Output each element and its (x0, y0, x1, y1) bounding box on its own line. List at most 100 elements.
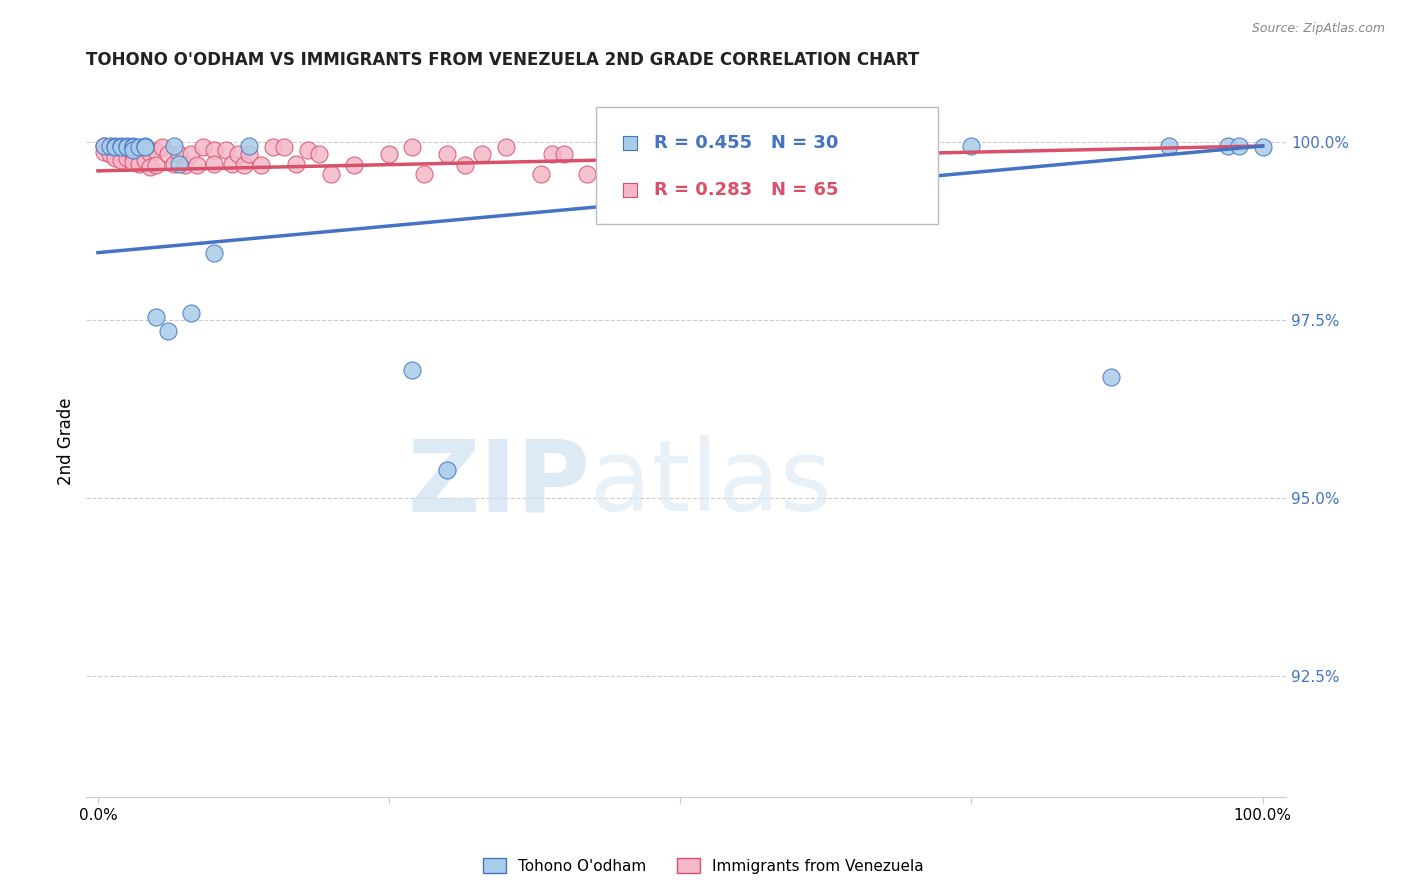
Point (202, 245, 225, 260)
Point (232, 158, 254, 172)
Point (110, 146, 132, 161)
Point (145, 310, 167, 324)
Point (93, 145, 115, 159)
Point (174, 158, 197, 172)
Point (191, 140, 214, 154)
Point (250, 158, 273, 172)
Point (202, 157, 225, 171)
Point (104, 139, 127, 153)
Point (879, 147, 901, 161)
Point (529, 167, 551, 181)
Point (436, 462, 458, 476)
Point (238, 147, 260, 161)
Point (93, 139, 115, 153)
Point (110, 153, 132, 168)
Point (1216, 139, 1239, 153)
Point (221, 157, 243, 171)
Point (844, 140, 866, 154)
Point (319, 167, 342, 181)
Text: TOHONO O'ODHAM VS IMMIGRANTS FROM VENEZUELA 2ND GRADE CORRELATION CHART: TOHONO O'ODHAM VS IMMIGRANTS FROM VENEZU… (86, 51, 920, 69)
Point (110, 140, 132, 154)
Point (134, 140, 156, 154)
Point (122, 143, 145, 157)
Point (553, 147, 575, 161)
Point (104, 140, 127, 154)
Point (169, 157, 191, 171)
Text: Source: ZipAtlas.com: Source: ZipAtlas.com (1251, 22, 1385, 36)
Point (98, 140, 121, 154)
Point (727, 140, 749, 154)
Point (1099, 370, 1122, 384)
Text: R = 0.455   N = 30: R = 0.455 N = 30 (654, 134, 838, 153)
Point (115, 140, 138, 154)
Point (169, 147, 191, 161)
Point (401, 363, 423, 377)
Point (134, 139, 156, 153)
Point (541, 147, 564, 161)
Point (401, 140, 423, 154)
FancyBboxPatch shape (596, 107, 938, 224)
Point (495, 140, 517, 154)
Point (139, 146, 162, 161)
Point (128, 140, 150, 154)
Point (238, 139, 260, 153)
Point (122, 147, 145, 161)
Point (308, 147, 330, 161)
Point (436, 147, 458, 161)
Text: atlas: atlas (591, 435, 832, 533)
Point (98, 147, 121, 161)
Point (150, 140, 173, 154)
Point (128, 157, 150, 171)
Point (903, 140, 925, 154)
Point (180, 306, 202, 320)
Y-axis label: 2nd Grade: 2nd Grade (58, 397, 75, 485)
Point (273, 140, 295, 154)
Point (110, 139, 132, 153)
Point (413, 167, 436, 181)
Point (1227, 139, 1250, 153)
Point (163, 157, 186, 171)
Point (145, 144, 167, 158)
Point (599, 147, 621, 161)
Point (134, 153, 156, 168)
Point (202, 143, 225, 157)
Text: R = 0.283   N = 65: R = 0.283 N = 65 (654, 181, 838, 199)
Point (122, 140, 145, 154)
Point (297, 143, 319, 157)
Point (115, 151, 138, 165)
Point (122, 154, 145, 169)
Point (139, 161, 162, 175)
Point (145, 158, 167, 172)
Point (104, 151, 127, 165)
Point (262, 140, 284, 154)
Point (122, 140, 145, 154)
Point (122, 139, 145, 153)
Point (284, 157, 307, 171)
Point (186, 158, 208, 172)
Point (1251, 140, 1274, 154)
Point (128, 144, 150, 158)
Point (163, 139, 186, 153)
Point (343, 158, 366, 172)
Point (110, 140, 132, 154)
Point (156, 147, 179, 161)
Point (226, 147, 249, 161)
Point (454, 158, 477, 172)
Text: ZIP: ZIP (408, 435, 591, 533)
Point (134, 143, 156, 157)
Point (115, 143, 138, 157)
Point (93, 139, 115, 153)
Point (378, 147, 401, 161)
Point (471, 147, 494, 161)
Point (115, 139, 138, 153)
Point (215, 143, 238, 157)
Point (1159, 139, 1181, 153)
Point (786, 140, 808, 154)
Legend: Tohono O'odham, Immigrants from Venezuela: Tohono O'odham, Immigrants from Venezuel… (477, 852, 929, 880)
Point (610, 147, 633, 161)
Point (960, 139, 983, 153)
Point (614, 711, 637, 725)
Point (98, 139, 121, 153)
Point (156, 324, 179, 338)
Point (180, 147, 202, 161)
